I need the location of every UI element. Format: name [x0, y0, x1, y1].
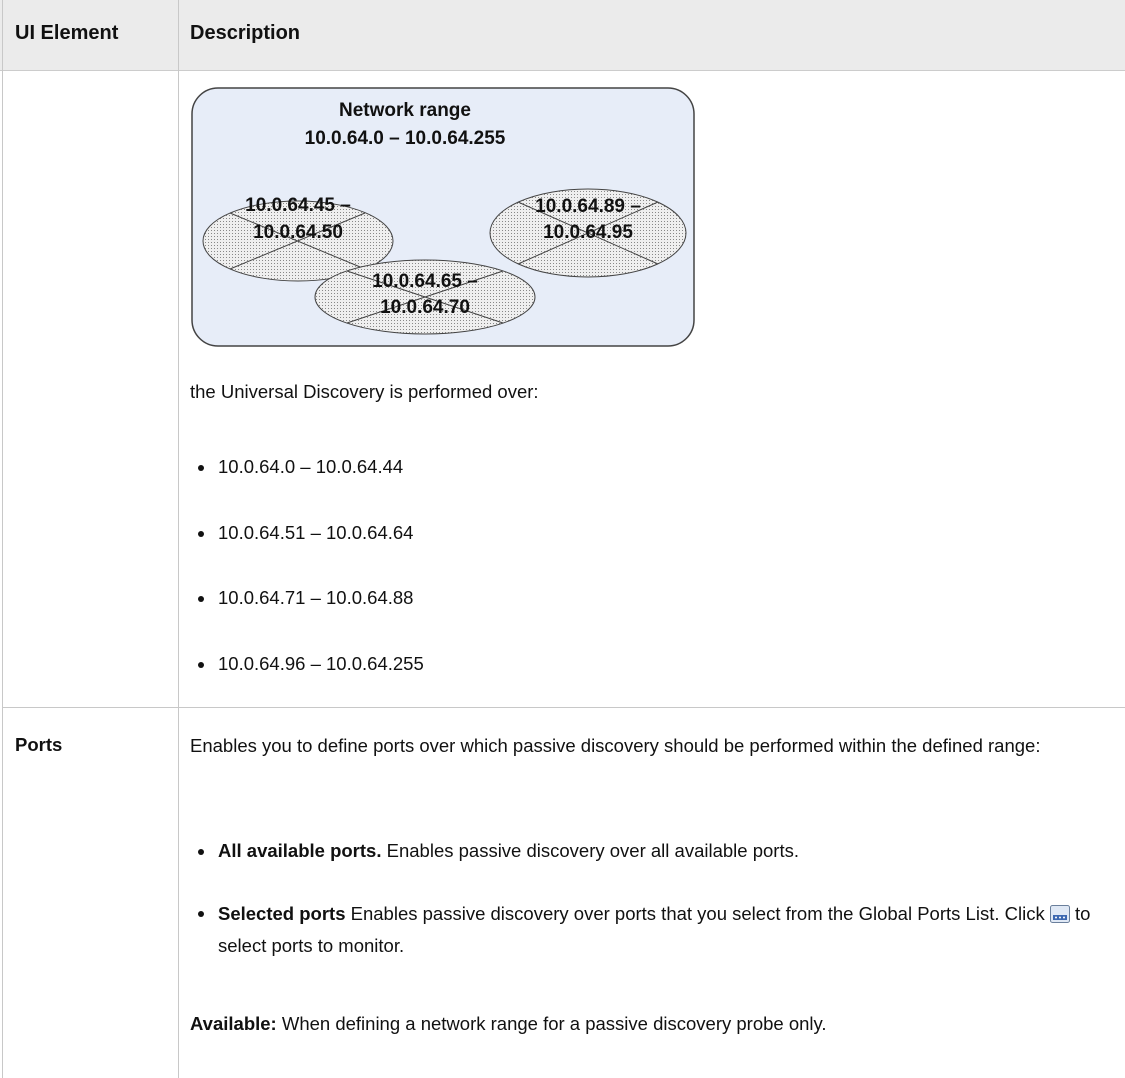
element-name: Ports: [15, 734, 63, 755]
note: Available: When defining a network range…: [190, 1008, 1110, 1040]
list-item: 10.0.64.0 – 10.0.64.44: [198, 456, 403, 478]
list-text: Enables passive discovery over ports tha…: [350, 903, 1045, 924]
excluded-label: 10.0.64.70: [380, 297, 470, 318]
note-text: When defining a network range for a pass…: [281, 1013, 827, 1034]
diagram-title: Network range: [339, 100, 471, 121]
list-term: Selected ports: [218, 903, 346, 924]
table-border: [2, 0, 3, 1078]
network-diagram: Network range 10.0.64.0 – 10.0.64.255 10…: [191, 87, 695, 347]
list-term: All available ports.: [218, 840, 382, 861]
list-text: 10.0.64.96 – 10.0.64.255: [218, 653, 424, 674]
excluded-range: 10.0.64.65 – 10.0.64.70: [314, 259, 536, 335]
header-cell: UI Element: [15, 22, 119, 44]
note-term: Available:: [190, 1013, 277, 1034]
list-item: Selected ports Enables passive discovery…: [198, 902, 1118, 962]
paragraph: Enables you to define ports over which p…: [190, 735, 1041, 756]
excluded-label: 10.0.64.89 –: [535, 196, 641, 217]
diagram-range: 10.0.64.0 – 10.0.64.255: [305, 128, 506, 149]
list-item: 10.0.64.71 – 10.0.64.88: [198, 587, 413, 609]
paragraph: the Universal Discovery is performed ove…: [190, 381, 539, 402]
list-text: 10.0.64.71 – 10.0.64.88: [218, 587, 414, 608]
list-item: All available ports. Enables passive dis…: [198, 840, 1118, 862]
excluded-label: 10.0.64.45 –: [245, 195, 351, 216]
table-header: [0, 0, 1125, 71]
excluded-label: 10.0.64.50: [253, 222, 343, 243]
excluded-range: 10.0.64.89 – 10.0.64.95: [489, 188, 687, 278]
list-item: 10.0.64.51 – 10.0.64.64: [198, 522, 413, 544]
list-text: 10.0.64.0 – 10.0.64.44: [218, 456, 404, 477]
excluded-label: 10.0.64.95: [543, 222, 633, 243]
browse-icon[interactable]: [1049, 905, 1070, 923]
row-divider: [2, 707, 1125, 708]
list-text: 10.0.64.51 – 10.0.64.64: [218, 522, 414, 543]
column-divider: [178, 0, 179, 1078]
header-cell: Description: [190, 22, 301, 44]
list-item: 10.0.64.96 – 10.0.64.255: [198, 653, 424, 675]
excluded-range: 10.0.64.45 – 10.0.64.50: [202, 195, 394, 282]
excluded-label: 10.0.64.65 –: [372, 271, 478, 292]
range-box: [191, 87, 695, 347]
list-text: to select ports to monitor.: [218, 903, 1091, 956]
list-text: Enables passive discovery over all avail…: [386, 840, 799, 861]
